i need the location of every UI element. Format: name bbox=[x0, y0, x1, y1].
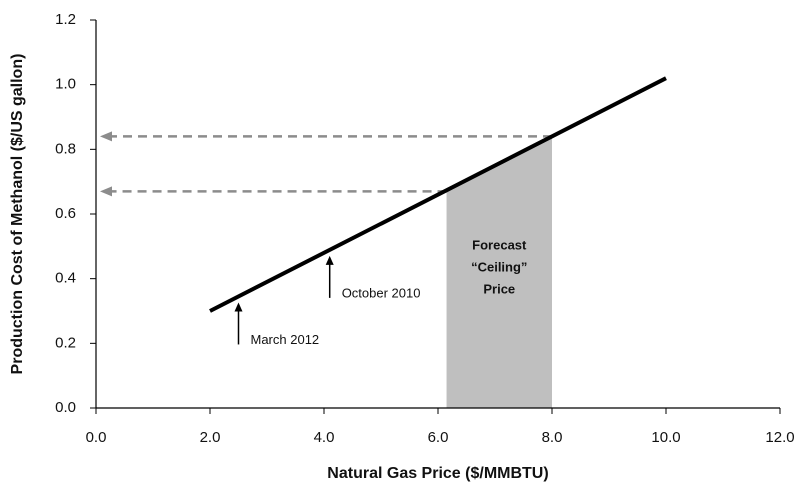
band-label: Price bbox=[483, 281, 515, 296]
x-tick-label: 2.0 bbox=[200, 429, 221, 446]
annotation-label: October 2010 bbox=[342, 285, 421, 300]
band-label: Forecast bbox=[472, 237, 527, 252]
band-label: “Ceiling” bbox=[471, 259, 527, 274]
y-tick-label: 0.0 bbox=[55, 399, 76, 416]
y-tick-label: 1.2 bbox=[55, 11, 76, 28]
y-tick-label: 0.8 bbox=[55, 140, 76, 157]
x-tick-label: 10.0 bbox=[651, 429, 680, 446]
y-tick-label: 0.4 bbox=[55, 270, 76, 287]
annotation-label: March 2012 bbox=[251, 332, 320, 347]
cost-line bbox=[209, 76, 667, 313]
x-tick-label: 12.0 bbox=[765, 429, 794, 446]
reference-arrowhead bbox=[100, 131, 112, 142]
y-tick-label: 1.0 bbox=[55, 76, 76, 93]
y-axis-title: Production Cost of Methanol ($/US gallon… bbox=[9, 54, 26, 375]
x-tick-label: 4.0 bbox=[314, 429, 335, 446]
x-tick-label: 6.0 bbox=[428, 429, 449, 446]
reference-arrowhead bbox=[100, 186, 112, 197]
x-tick-label: 8.0 bbox=[542, 429, 563, 446]
forecast-band bbox=[446, 136, 552, 408]
x-axis-title: Natural Gas Price ($/MMBTU) bbox=[327, 465, 548, 482]
y-tick-label: 0.2 bbox=[55, 334, 76, 351]
annotation-arrowhead bbox=[234, 302, 243, 312]
y-tick-label: 0.6 bbox=[55, 205, 76, 222]
x-tick-label: 0.0 bbox=[86, 429, 107, 446]
annotation-arrowhead bbox=[325, 255, 334, 265]
